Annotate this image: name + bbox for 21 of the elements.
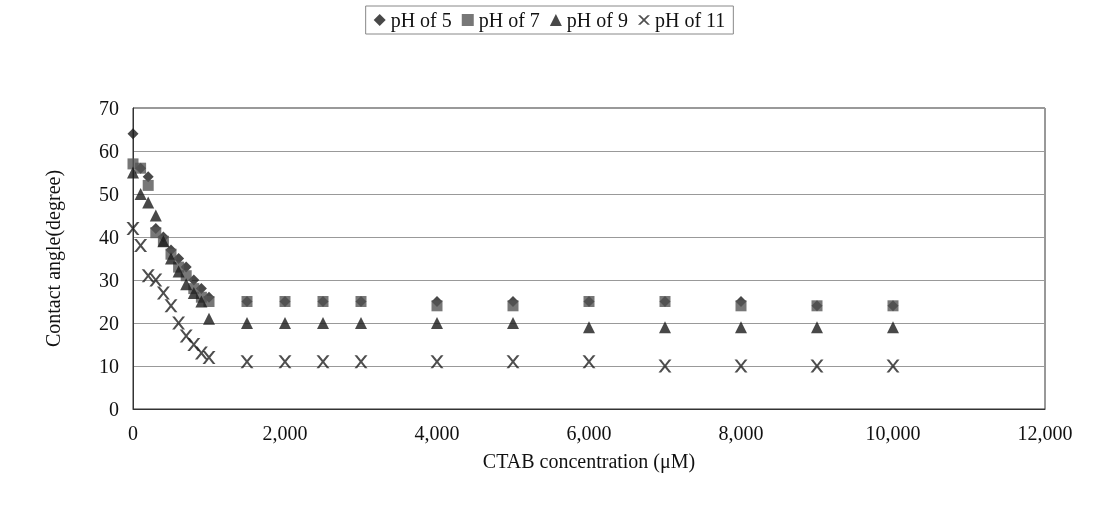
y-tick-label: 30 [99,269,119,291]
legend-label: pH of 5 [390,9,452,32]
y-tick-label: 70 [99,97,119,119]
legend-label: pH of 11 [654,9,726,32]
y-tick-label: 50 [99,183,119,205]
y-tick-label: 0 [109,398,119,420]
x-tick-label: 10,000 [865,422,921,444]
legend-label: pH of 7 [478,9,540,32]
y-tick-label: 40 [99,226,119,248]
x-tick-label: 2,000 [262,422,308,444]
y-tick-label: 20 [99,312,119,334]
legend-label: pH of 9 [566,9,628,32]
x-tick-label: 12,000 [1017,422,1073,444]
y-tick-label: 60 [99,140,119,162]
x-tick-label: 8,000 [718,422,764,444]
y-axis-title: Contact angle(degree) [42,169,65,348]
y-tick-label: 10 [99,355,119,377]
x-tick-label: 6,000 [566,422,612,444]
x-axis-title: CTAB concentration (μM) [482,450,696,473]
x-tick-label: 0 [128,422,138,444]
x-tick-label: 4,000 [414,422,460,444]
